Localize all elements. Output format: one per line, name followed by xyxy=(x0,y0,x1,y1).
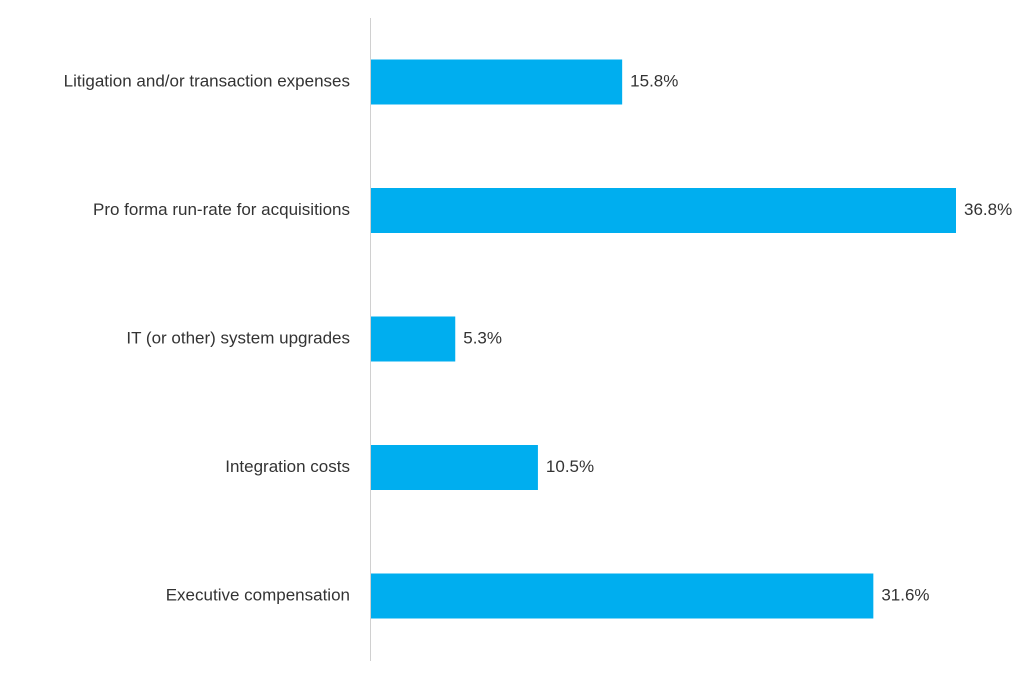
plot-area: Litigation and/or transaction expenses 15… xyxy=(64,59,1012,619)
bar xyxy=(371,573,874,619)
bar xyxy=(371,59,623,105)
value-label: 36.8% xyxy=(964,200,1012,219)
category-label: Pro forma run-rate for acquisitions xyxy=(93,200,350,219)
value-label: 15.8% xyxy=(630,71,678,90)
bar xyxy=(371,188,956,233)
category-label: Litigation and/or transaction expenses xyxy=(64,71,350,90)
value-label: 5.3% xyxy=(463,328,502,347)
bar xyxy=(371,445,538,490)
bar xyxy=(371,316,456,362)
value-label: 10.5% xyxy=(546,457,594,476)
category-label: Integration costs xyxy=(225,457,350,476)
category-label: IT (or other) system upgrades xyxy=(126,328,350,347)
category-label: Executive compensation xyxy=(166,585,350,604)
value-label: 31.6% xyxy=(881,585,929,604)
